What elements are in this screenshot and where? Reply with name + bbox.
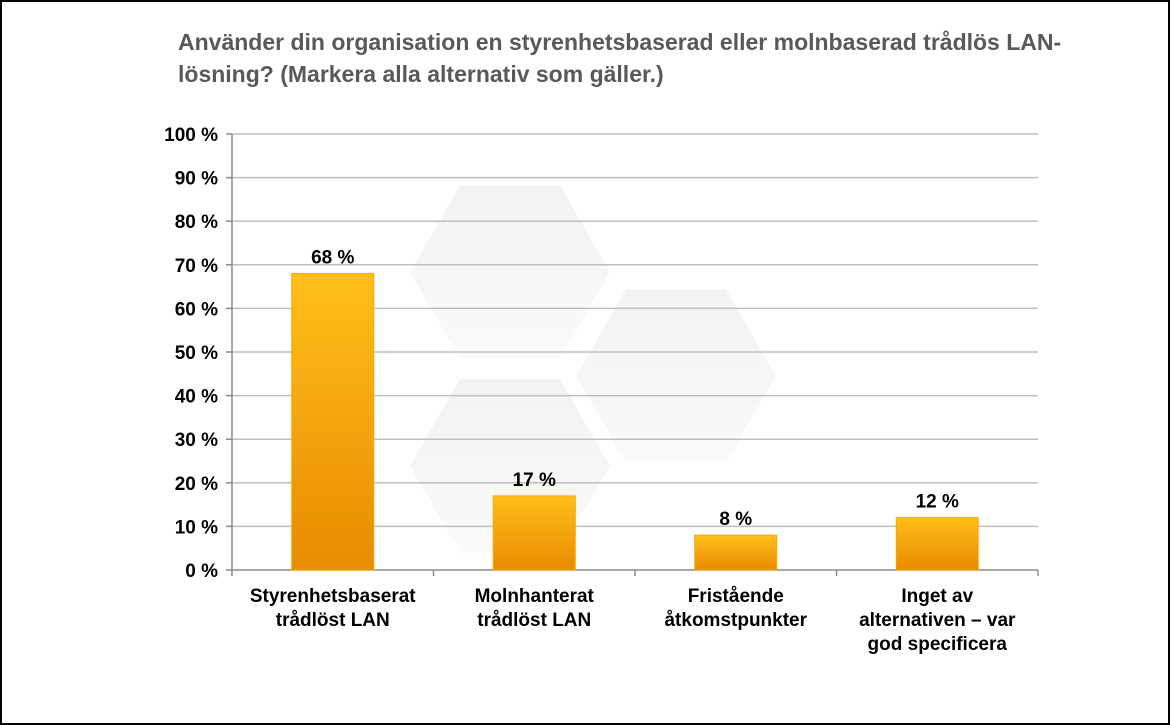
watermark-hexagon	[410, 185, 610, 359]
watermark-hexagon	[576, 289, 776, 463]
category-label: Fristående	[688, 586, 784, 607]
data-label: 17 %	[513, 470, 556, 491]
y-tick-label: 60 %	[175, 299, 218, 320]
y-tick-label: 40 %	[175, 387, 218, 408]
y-tick-label: 30 %	[175, 430, 218, 451]
category-label: åtkomstpunkter	[664, 610, 807, 631]
category-label: Inget av	[901, 586, 973, 607]
hexagon-watermark	[410, 185, 776, 553]
y-tick-label: 50 %	[175, 343, 218, 364]
category-label: trådlöst LAN	[477, 610, 591, 631]
bar	[694, 534, 778, 571]
data-label: 68 %	[311, 248, 354, 269]
category-label: Molnhanterat	[475, 586, 595, 607]
y-tick-label: 20 %	[175, 474, 218, 495]
y-tick-label: 70 %	[175, 256, 218, 277]
y-tick-label: 10 %	[175, 517, 218, 538]
category-label: alternativen – var	[859, 610, 1016, 631]
y-tick-label: 0 %	[185, 561, 218, 582]
y-tick-label: 80 %	[175, 212, 218, 233]
data-label: 12 %	[916, 492, 959, 513]
data-label: 8 %	[719, 509, 752, 530]
y-tick-label: 100 %	[164, 125, 218, 146]
bar	[895, 517, 979, 571]
bar	[291, 273, 375, 571]
category-label: trådlöst LAN	[276, 610, 390, 631]
category-label: Styrenhetsbaserat	[250, 586, 416, 607]
bar	[492, 495, 576, 571]
y-tick-label: 90 %	[175, 169, 218, 190]
chart-title: Använder din organisation en styrenhetsb…	[178, 29, 1062, 87]
category-label: god specificera	[868, 634, 1008, 655]
